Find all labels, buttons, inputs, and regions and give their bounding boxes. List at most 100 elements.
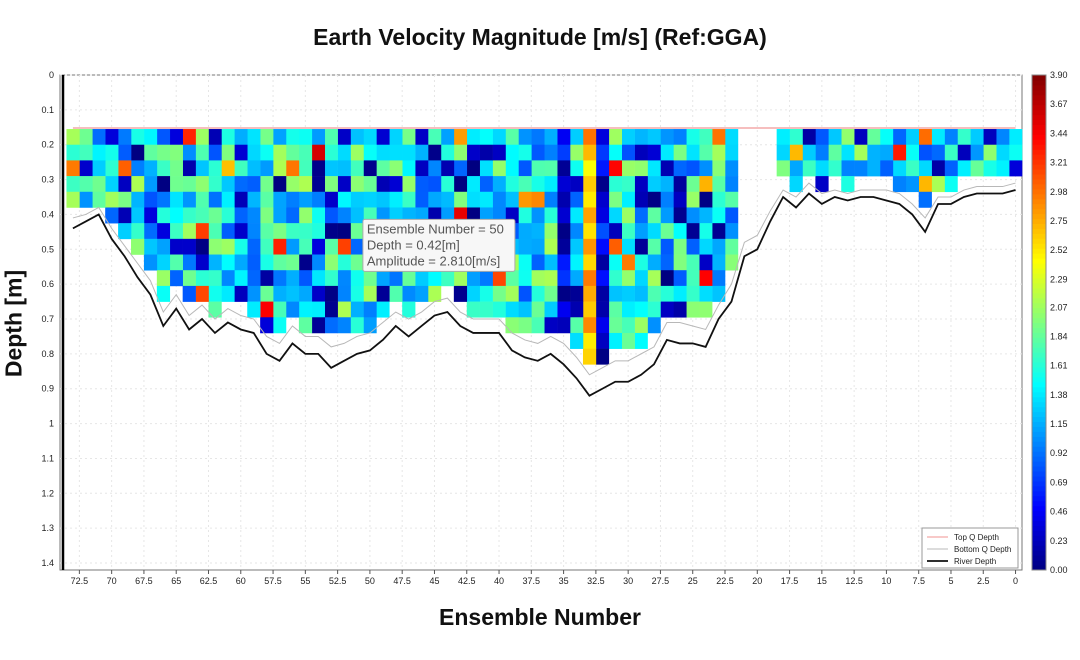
velocity-cell: [350, 254, 364, 271]
velocity-cell: [428, 285, 442, 302]
velocity-cell: [531, 285, 545, 302]
velocity-cell: [169, 207, 183, 224]
velocity-cell: [350, 176, 364, 193]
velocity-cell: [621, 223, 635, 240]
velocity-cell: [505, 285, 519, 302]
colorbar-segment: [1032, 174, 1046, 180]
velocity-cell: [402, 285, 416, 302]
velocity-cell: [324, 176, 338, 193]
velocity-cell: [234, 144, 248, 161]
velocity-cell: [260, 144, 274, 161]
velocity-cell: [92, 160, 106, 177]
velocity-cell: [918, 176, 932, 193]
velocity-cell: [208, 176, 222, 193]
colorbar-segment: [1032, 104, 1046, 111]
x-tick-label: 27.5: [652, 576, 670, 586]
velocity-cell: [595, 285, 610, 302]
velocity-cell: [363, 270, 377, 287]
velocity-cell: [169, 223, 183, 240]
velocity-cell: [608, 238, 623, 255]
velocity-cell: [118, 223, 132, 240]
velocity-cell: [195, 129, 209, 146]
velocity-cell: [324, 144, 338, 161]
velocity-cell: [725, 129, 739, 146]
velocity-cell: [195, 285, 209, 302]
velocity-cell: [996, 144, 1010, 161]
velocity-cell: [582, 207, 597, 224]
velocity-cell: [389, 270, 403, 287]
velocity-cell: [647, 144, 661, 161]
velocity-cell: [570, 254, 584, 271]
velocity-cell: [712, 254, 726, 271]
velocity-cell: [918, 191, 932, 208]
velocity-cell: [582, 317, 597, 334]
velocity-cell: [182, 160, 196, 177]
velocity-cell: [208, 270, 222, 287]
velocity-cell: [634, 160, 648, 177]
velocity-cell: [686, 191, 700, 208]
velocity-cell: [867, 160, 881, 177]
x-tick-label: 22.5: [716, 576, 734, 586]
velocity-cell: [647, 191, 661, 208]
velocity-cell: [453, 285, 468, 302]
velocity-cell: [389, 144, 403, 161]
velocity-cell: [557, 301, 571, 318]
colorbar-segment: [1032, 277, 1046, 284]
velocity-cell: [92, 144, 106, 161]
velocity-cell: [311, 176, 326, 193]
velocity-cell: [298, 176, 313, 193]
velocity-cell: [879, 129, 894, 146]
velocity-cell: [660, 301, 674, 318]
velocity-cell: [531, 129, 545, 146]
x-tick-label: 10: [881, 576, 891, 586]
velocity-cell: [479, 129, 493, 146]
velocity-cell: [531, 270, 545, 287]
velocity-cell: [169, 144, 183, 161]
velocity-cell: [285, 238, 300, 255]
velocity-cell: [311, 301, 326, 318]
velocity-cell: [195, 144, 209, 161]
velocity-cell: [608, 285, 623, 302]
colorbar-segment: [1032, 124, 1046, 130]
velocity-cell: [686, 144, 700, 161]
velocity-cell: [828, 160, 842, 177]
colorbar-segment: [1032, 545, 1046, 551]
velocity-cell: [595, 207, 610, 224]
velocity-cell: [647, 317, 661, 334]
colorbar-segment: [1032, 357, 1046, 363]
colorbar-tick-label: 2.07: [1050, 302, 1068, 312]
velocity-cell: [324, 160, 338, 177]
velocity-cell: [570, 207, 584, 224]
velocity-cell: [686, 285, 700, 302]
velocity-cell: [854, 144, 868, 161]
velocity-cell: [402, 129, 416, 146]
velocity-cell: [634, 332, 648, 349]
colorbar-segment: [1032, 372, 1046, 378]
x-tick-label: 15: [817, 576, 827, 586]
colorbar-segment: [1032, 164, 1046, 170]
velocity-cell: [970, 144, 984, 161]
colorbar-tick-label: 0.92: [1050, 448, 1068, 458]
colorbar-segment: [1032, 213, 1046, 220]
velocity-cell: [634, 129, 648, 146]
velocity-cell: [337, 254, 351, 271]
velocity-cell: [350, 238, 364, 255]
colorbar-tick-label: 3.90: [1050, 70, 1068, 80]
velocity-cell: [169, 191, 183, 208]
velocity-cell: [363, 317, 377, 334]
velocity-cell: [195, 238, 209, 255]
velocity-cell: [311, 129, 326, 146]
y-tick-label: 0.8: [41, 349, 54, 359]
velocity-cell: [298, 270, 313, 287]
velocity-cell: [131, 160, 145, 177]
colorbar-segment: [1032, 411, 1046, 418]
colorbar-segment: [1032, 352, 1046, 358]
velocity-cell: [428, 270, 442, 287]
velocity-cell: [182, 176, 196, 193]
velocity-cell: [802, 160, 816, 177]
velocity-cell: [815, 129, 829, 146]
velocity-cell: [182, 223, 196, 240]
velocity-cell: [182, 270, 196, 287]
velocity-cell: [570, 238, 584, 255]
